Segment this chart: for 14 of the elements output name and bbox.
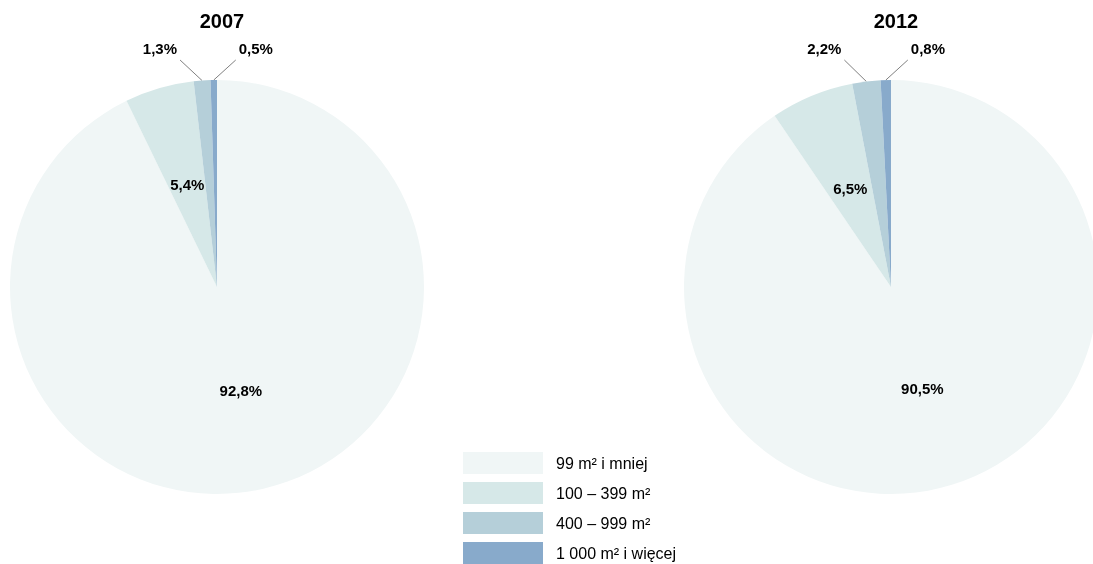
- data-label: 6,5%: [833, 180, 868, 198]
- legend-label: 1 000 m² i więcej: [556, 544, 677, 562]
- data-label: 1,3%: [142, 39, 178, 57]
- data-label: 2,2%: [807, 39, 842, 57]
- data-label: 90,5%: [901, 380, 944, 398]
- data-label: 0,8%: [910, 39, 945, 57]
- data-label: 92,8%: [219, 382, 263, 400]
- data-label: 0,5%: [238, 39, 273, 57]
- chart-title: 2007: [199, 10, 245, 32]
- legend-label: 400 – 999 m²: [556, 514, 651, 532]
- data-label: 5,4%: [170, 176, 205, 194]
- chart-title: 2012: [873, 10, 919, 32]
- legend-label: 100 – 399 m²: [556, 484, 651, 502]
- legend-label: 99 m² i mniej: [556, 454, 648, 472]
